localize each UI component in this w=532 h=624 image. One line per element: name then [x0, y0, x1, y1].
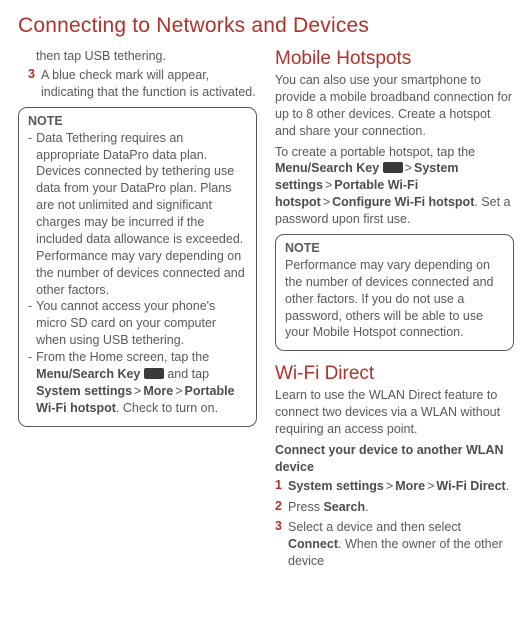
step-3: 3 A blue check mark will appear, indicat…: [28, 67, 257, 101]
note-text: From the Home screen, tap the Menu/Searc…: [36, 349, 247, 417]
step-1: 1 System settings>More>Wi-Fi Direct.: [275, 478, 514, 495]
paragraph-bold: Connect your device to another WLAN devi…: [275, 442, 514, 476]
step-body: Select a device and then select Connect.…: [288, 519, 514, 570]
step-number: 3: [28, 67, 36, 101]
page-title: Connecting to Networks and Devices: [18, 14, 514, 38]
note-label: NOTE: [28, 114, 247, 128]
note-box-right: NOTE Performance may vary depending on t…: [275, 234, 514, 351]
note-item-2: - You cannot access your phone's micro S…: [28, 298, 247, 349]
note-item-1: - Data Tethering requires an appropriate…: [28, 130, 247, 299]
step-3: 3 Select a device and then select Connec…: [275, 519, 514, 570]
step-number: 2: [275, 499, 283, 516]
menu-key-icon: [383, 162, 403, 173]
step-number: 3: [275, 519, 283, 570]
paragraph: Learn to use the WLAN Direct feature to …: [275, 387, 514, 438]
note-text: Data Tethering requires an appropriate D…: [36, 130, 247, 299]
paragraph: To create a portable hotspot, tap the Me…: [275, 144, 514, 228]
right-column: Mobile Hotspots You can also use your sm…: [275, 48, 514, 574]
note-item-3: - From the Home screen, tap the Menu/Sea…: [28, 349, 247, 417]
heading-mobile-hotspots: Mobile Hotspots: [275, 48, 514, 70]
menu-key-icon: [144, 368, 164, 379]
paragraph: You can also use your smartphone to prov…: [275, 72, 514, 140]
left-column: then tap USB tethering. 3 A blue check m…: [18, 48, 257, 574]
note-box-left: NOTE - Data Tethering requires an approp…: [18, 107, 257, 427]
step-2: 2 Press Search.: [275, 499, 514, 516]
step-number: 1: [275, 478, 283, 495]
step-body: System settings>More>Wi-Fi Direct.: [288, 478, 509, 495]
step-body: A blue check mark will appear, indicatin…: [41, 67, 257, 101]
note-text: Performance may vary depending on the nu…: [285, 257, 504, 341]
heading-wifi-direct: Wi-Fi Direct: [275, 363, 514, 385]
continuation-text: then tap USB tethering.: [36, 48, 257, 65]
note-label: NOTE: [285, 241, 504, 255]
step-body: Press Search.: [288, 499, 369, 516]
note-text: You cannot access your phone's micro SD …: [36, 298, 247, 349]
